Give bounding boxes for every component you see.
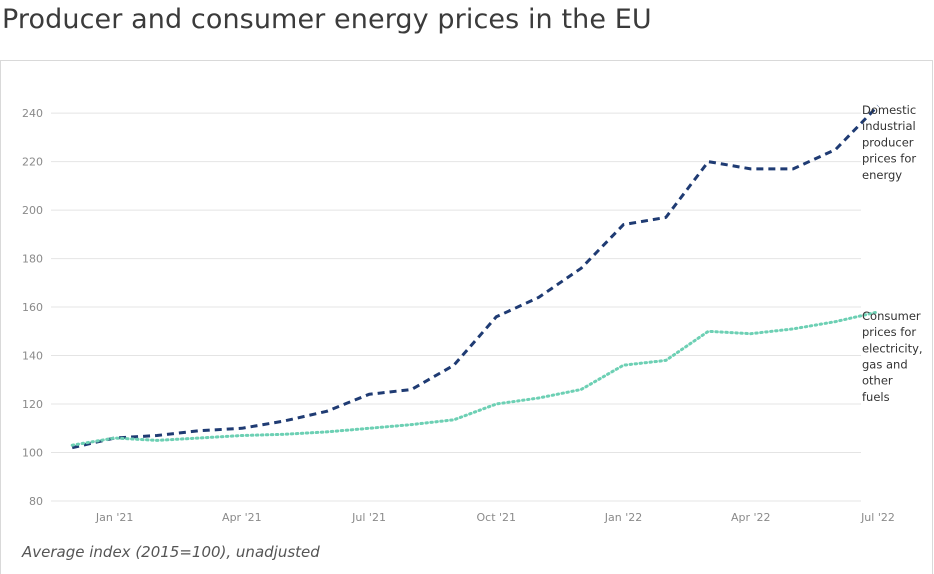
series-label-line: other xyxy=(862,374,893,388)
series-lines xyxy=(70,104,880,450)
chart-frame: 80 100 120 140 160 180 200 220 240 Jan '21 Apr '2… xyxy=(0,60,933,574)
series-label-line: electricity, xyxy=(862,341,923,355)
series-labels: Domestic industrial producer prices for ener… xyxy=(862,103,923,404)
line-chart: 80 100 120 140 160 180 200 220 240 Jan '21 Apr '2… xyxy=(22,103,923,524)
y-tick-label: 140 xyxy=(22,350,43,363)
x-tick-label: Jul '21 xyxy=(351,511,386,524)
y-tick-label: 220 xyxy=(22,156,43,169)
x-tick-label: Jul '22 xyxy=(860,511,895,524)
series-label-producer: Domestic industrial producer prices for ener… xyxy=(862,103,916,182)
series-label-line: industrial xyxy=(862,119,916,133)
series-label-line: fuels xyxy=(862,390,890,404)
y-tick-label: 180 xyxy=(22,253,43,266)
y-tick-label: 160 xyxy=(22,301,43,314)
series-label-line: producer xyxy=(862,135,914,149)
series-label-line: Domestic xyxy=(862,103,916,117)
series-line-consumer xyxy=(70,310,880,447)
y-tick-label: 80 xyxy=(29,495,43,508)
chart-title: Producer and consumer energy prices in t… xyxy=(2,4,652,35)
series-label-line: gas and xyxy=(862,358,908,372)
series-label-consumer: Consumer prices for electricity, gas and oth… xyxy=(862,309,923,404)
y-tick-label: 100 xyxy=(22,447,43,460)
y-tick-label: 240 xyxy=(22,107,43,120)
y-tick-label: 200 xyxy=(22,204,43,217)
x-tick-label: Oct '21 xyxy=(477,511,517,524)
x-tick-label: Apr '21 xyxy=(222,511,262,524)
y-axis-ticks: 80 100 120 140 160 180 200 220 240 xyxy=(22,107,43,508)
series-label-line: prices for xyxy=(862,152,916,166)
x-tick-label: Jan '21 xyxy=(95,511,133,524)
x-axis-ticks: Jan '21 Apr '21 Jul '21 Oct '21 Jan '22 Apr '… xyxy=(95,511,895,524)
series-label-line: energy xyxy=(862,168,902,182)
y-tick-label: 120 xyxy=(22,398,43,411)
series-line-producer xyxy=(71,104,880,450)
gridlines xyxy=(51,112,861,502)
series-label-line: prices for xyxy=(862,325,916,339)
x-tick-label: Jan '22 xyxy=(604,511,642,524)
series-label-line: Consumer xyxy=(862,309,921,323)
chart-footnote: Average index (2015=100), unadjusted xyxy=(22,543,320,561)
x-tick-label: Apr '22 xyxy=(731,511,771,524)
